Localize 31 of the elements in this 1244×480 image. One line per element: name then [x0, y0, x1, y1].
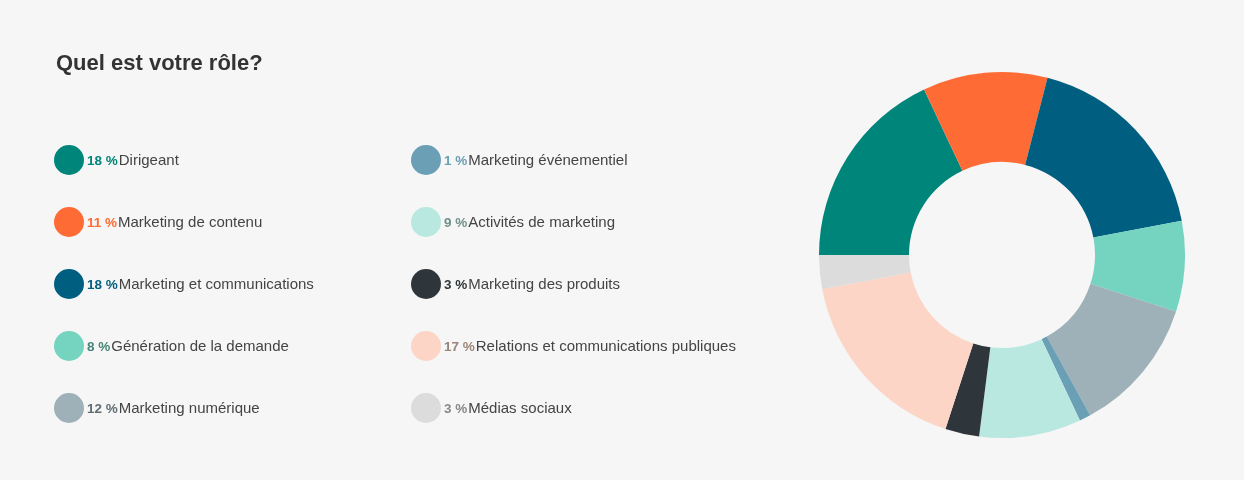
- legend-label: Relations et communications publiques: [475, 337, 736, 354]
- data-label: 8 %: [87, 339, 111, 354]
- data-label: 3 %: [444, 401, 468, 416]
- donut-slice: [819, 89, 963, 255]
- donut-slice: [924, 72, 1048, 171]
- data-label: 17 %: [444, 339, 475, 354]
- data-label: 11 %: [87, 215, 118, 230]
- legend-label: Dirigeant: [118, 151, 180, 168]
- data-label: 9 %: [444, 215, 468, 230]
- data-label: 12 %: [87, 401, 118, 416]
- donut-slice: [1090, 220, 1185, 312]
- donut-slice: [979, 339, 1080, 438]
- legend-label: Génération de la demande: [111, 337, 289, 354]
- legend-label: Marketing et communications: [118, 275, 314, 292]
- legend-label: Marketing de contenu: [118, 213, 263, 230]
- donut-slice: [822, 272, 974, 430]
- donut-slice: [819, 255, 911, 290]
- donut-slice: [1025, 77, 1182, 238]
- data-label: 18 %: [87, 153, 118, 168]
- donut-slice: [1041, 336, 1091, 421]
- chart-title: Quel est votre rôle?: [56, 50, 263, 76]
- legend-label: Médias sociaux: [468, 399, 573, 416]
- data-label: 1 %: [444, 153, 468, 168]
- data-label: 3 %: [444, 277, 468, 292]
- legend-label: Marketing événementiel: [468, 151, 628, 168]
- legend-label: Activités de marketing: [468, 213, 615, 230]
- legend-label: Marketing des produits: [468, 275, 621, 292]
- data-label: 18 %: [87, 277, 118, 292]
- donut-slice: [1046, 283, 1177, 416]
- donut-slice: [945, 343, 991, 437]
- legend-label: Marketing numérique: [118, 399, 260, 416]
